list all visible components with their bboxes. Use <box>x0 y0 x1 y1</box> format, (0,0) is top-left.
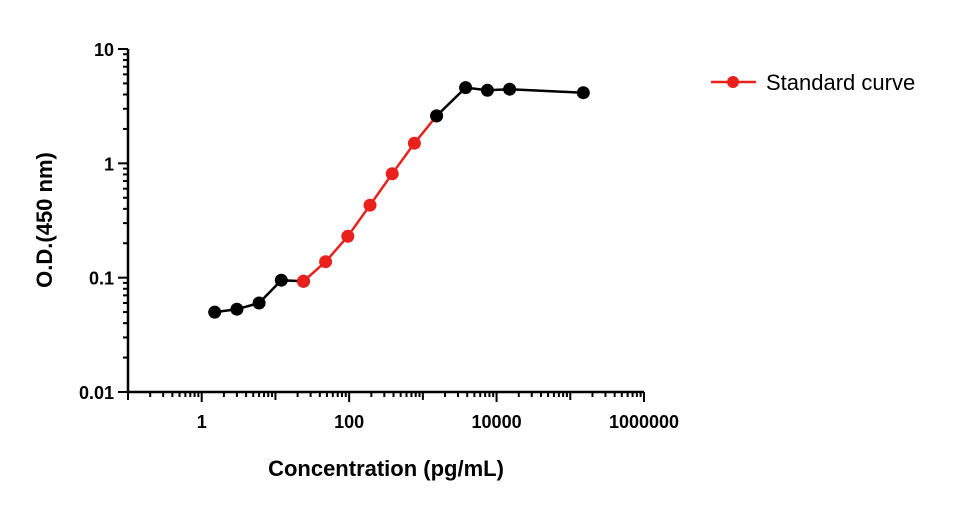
data-point <box>297 274 310 288</box>
series-1 <box>297 109 444 288</box>
y-tick-label: 0.1 <box>89 269 114 289</box>
legend: Standard curve <box>711 70 915 95</box>
y-tick-label: 0.01 <box>79 383 114 403</box>
series-0 <box>208 273 310 319</box>
data-point <box>576 86 590 100</box>
y-ticks: 0.01 0.1 1 10 <box>79 40 128 403</box>
legend-marker <box>727 76 739 88</box>
data-point <box>341 229 355 243</box>
x-tick-label: 1 <box>197 412 207 432</box>
data-point <box>230 302 244 316</box>
data-point <box>407 136 421 150</box>
x-ticks: 1 100 10000 1000000 <box>127 392 679 432</box>
data-point <box>459 81 473 95</box>
data-point <box>363 198 377 212</box>
data-point <box>252 296 266 310</box>
data-point <box>480 83 494 97</box>
x-axis-title: Concentration (pg/mL) <box>268 456 504 481</box>
data-point <box>208 305 222 319</box>
series-2 <box>430 81 590 123</box>
data-point <box>503 82 517 96</box>
y-axis-title: O.D.(450 nm) <box>32 152 57 288</box>
data-point <box>274 273 288 287</box>
y-tick-label: 1 <box>104 154 114 174</box>
legend-label: Standard curve <box>766 70 915 95</box>
data-point <box>319 255 333 269</box>
x-tick-label: 10000 <box>472 412 522 432</box>
y-tick-label: 10 <box>94 40 114 60</box>
x-tick-label: 100 <box>334 412 364 432</box>
x-tick-label: 1000000 <box>609 412 679 432</box>
data-point <box>430 109 444 123</box>
axes <box>126 49 644 394</box>
series-layer <box>208 81 590 319</box>
data-point <box>385 167 399 181</box>
